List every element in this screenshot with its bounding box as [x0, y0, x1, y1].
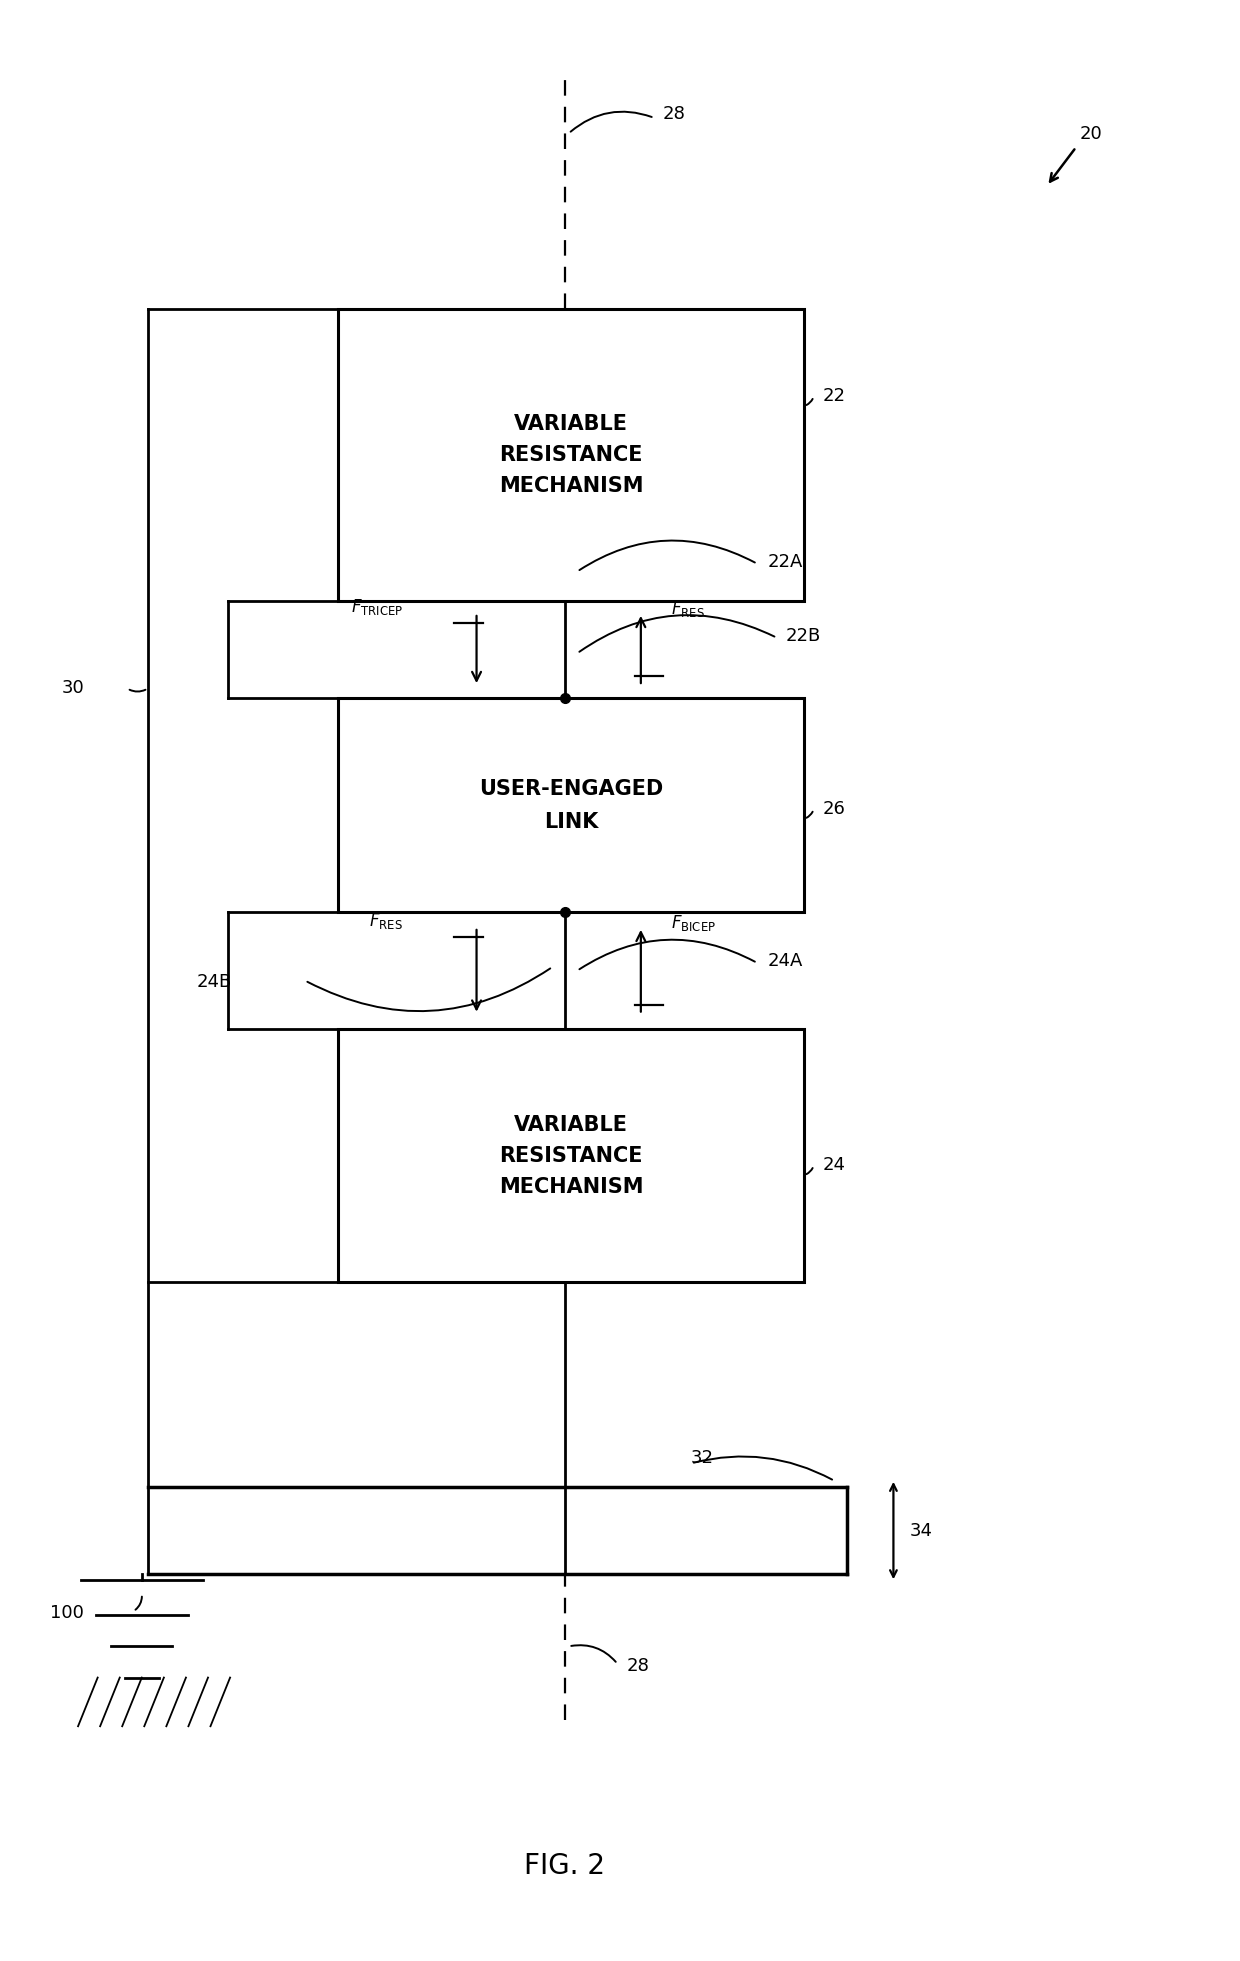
Text: 24B: 24B: [197, 973, 232, 992]
Bar: [339, 1030, 804, 1282]
Text: 32: 32: [691, 1449, 714, 1467]
Text: $F_{\mathrm{TRICEP}}$: $F_{\mathrm{TRICEP}}$: [351, 598, 403, 618]
Text: 22A: 22A: [768, 553, 802, 571]
Text: VARIABLE
RESISTANCE
MECHANISM: VARIABLE RESISTANCE MECHANISM: [498, 1114, 644, 1196]
Text: 24A: 24A: [768, 951, 802, 971]
Text: $F_{\mathrm{RES}}$: $F_{\mathrm{RES}}$: [370, 912, 403, 931]
Text: 28: 28: [626, 1657, 649, 1675]
Text: $F_{\mathrm{BICEP}}$: $F_{\mathrm{BICEP}}$: [672, 914, 717, 933]
Text: VARIABLE
RESISTANCE
MECHANISM: VARIABLE RESISTANCE MECHANISM: [498, 414, 644, 496]
Text: 26: 26: [822, 800, 846, 818]
Text: 28: 28: [663, 106, 686, 124]
Bar: [339, 308, 804, 600]
Text: 30: 30: [62, 679, 84, 698]
Text: 20: 20: [1080, 124, 1102, 143]
Text: 34: 34: [909, 1522, 932, 1539]
Text: 22: 22: [822, 388, 846, 406]
Text: FIG. 2: FIG. 2: [525, 1853, 605, 1881]
Text: 24: 24: [822, 1157, 846, 1175]
Text: 22B: 22B: [785, 628, 821, 645]
Text: 100: 100: [50, 1604, 84, 1622]
Text: $F_{\mathrm{RES}}$: $F_{\mathrm{RES}}$: [672, 600, 706, 620]
Text: USER-ENGAGED
LINK: USER-ENGAGED LINK: [479, 779, 663, 831]
Bar: [339, 698, 804, 912]
